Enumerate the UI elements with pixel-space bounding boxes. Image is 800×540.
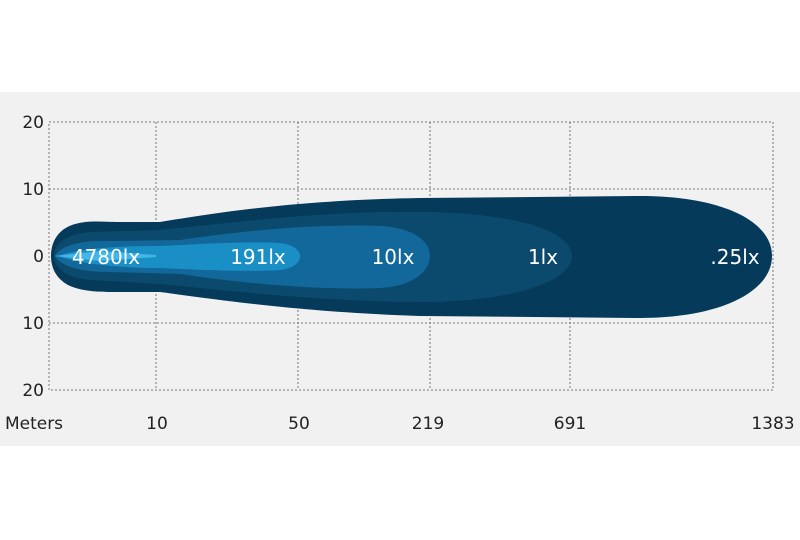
grid-frame (48, 121, 774, 391)
contour-4780lx (54, 251, 156, 261)
x-tick: 10 (146, 414, 168, 434)
x-tick: 50 (288, 414, 310, 434)
contour-labels: 4780lx 191lx 10lx 1lx .25lx (72, 245, 760, 269)
label-4780lx: 4780lx (72, 245, 140, 269)
y-tick: 0 (33, 247, 44, 267)
y-tick: 20 (22, 381, 44, 401)
x-axis: Meters 10 50 219 691 1383 (5, 414, 795, 434)
x-tick: 219 (412, 414, 444, 434)
label-191lx: 191lx (230, 245, 286, 269)
y-tick: 10 (22, 180, 44, 200)
label-0.25lx: .25lx (710, 245, 759, 269)
x-tick: 1383 (751, 414, 794, 434)
label-10lx: 10lx (372, 245, 415, 269)
label-1lx: 1lx (528, 245, 558, 269)
y-axis: 20 10 0 10 20 (22, 113, 44, 401)
y-tick: 20 (22, 113, 44, 133)
y-tick: 10 (22, 314, 44, 334)
x-tick: 691 (554, 414, 586, 434)
contour-191lx (58, 242, 300, 271)
x-axis-label: Meters (5, 414, 63, 434)
